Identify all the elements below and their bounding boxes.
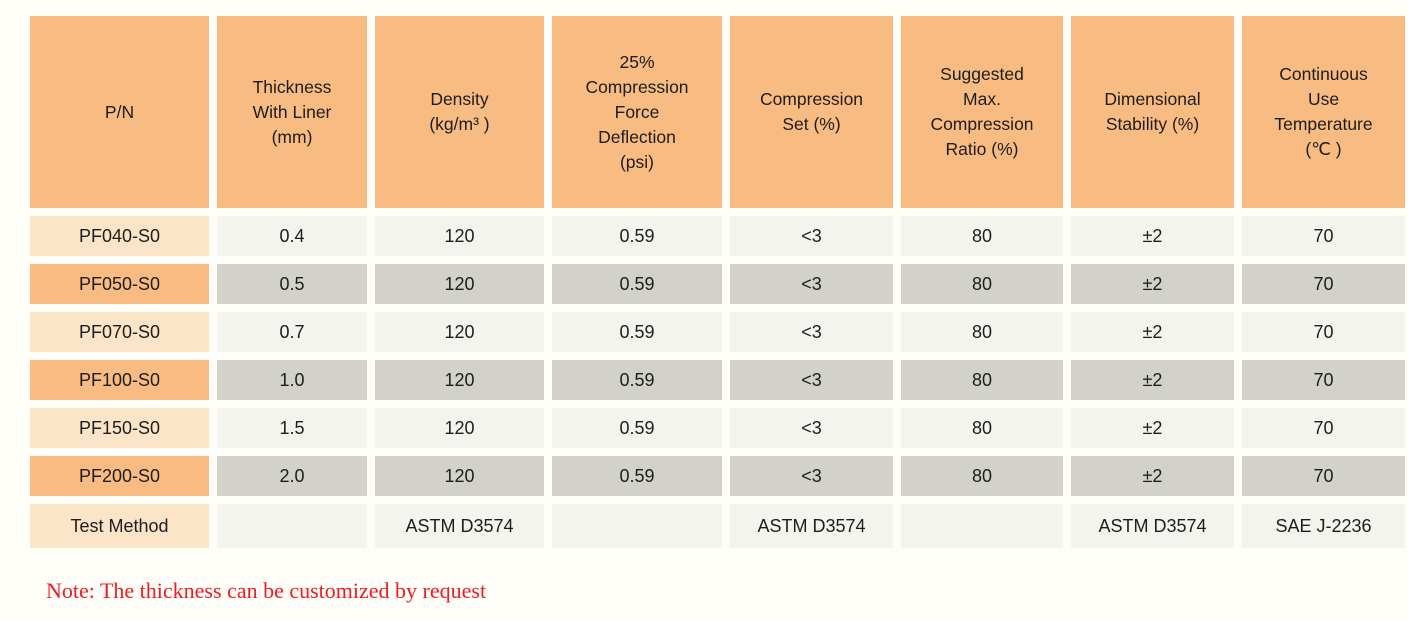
table-cell: 0.59	[552, 408, 722, 448]
table-cell: 0.7	[217, 312, 367, 352]
table-cell: 70	[1242, 456, 1405, 496]
table-cell: 80	[901, 312, 1063, 352]
column-header-continuous-use-temperature: Continuous Use Temperature (℃ )	[1242, 16, 1405, 208]
table-row: PF040-S0 0.4 120 0.59 <3 80 ±2 70	[30, 216, 1405, 256]
table-cell: 1.5	[217, 408, 367, 448]
table-cell: 1.0	[217, 360, 367, 400]
column-header-compression-force-deflection: 25% Compression Force Deflection (psi)	[552, 16, 722, 208]
table-cell: 120	[375, 456, 544, 496]
table-cell: 70	[1242, 264, 1405, 304]
column-header-pn: P/N	[30, 16, 209, 208]
table-cell: ±2	[1071, 312, 1234, 352]
table-cell: 120	[375, 408, 544, 448]
column-header-thickness: Thickness With Liner (mm)	[217, 16, 367, 208]
table-cell: <3	[730, 264, 893, 304]
table-cell: ASTM D3574	[375, 504, 544, 548]
spec-table: P/N Thickness With Liner (mm) Density (k…	[22, 8, 1409, 556]
table-cell: 0.5	[217, 264, 367, 304]
row-header-cell: PF100-S0	[30, 360, 209, 400]
table-cell: 120	[375, 360, 544, 400]
table-cell: 0.59	[552, 312, 722, 352]
table-cell: SAE J-2236	[1242, 504, 1405, 548]
table-cell: ASTM D3574	[730, 504, 893, 548]
table-row: PF070-S0 0.7 120 0.59 <3 80 ±2 70	[30, 312, 1405, 352]
table-cell: 70	[1242, 408, 1405, 448]
table-cell: 80	[901, 216, 1063, 256]
table-row: PF150-S0 1.5 120 0.59 <3 80 ±2 70	[30, 408, 1405, 448]
table-cell: 0.59	[552, 216, 722, 256]
row-header-cell: Test Method	[30, 504, 209, 548]
table-cell: 0.59	[552, 264, 722, 304]
table-cell: 2.0	[217, 456, 367, 496]
table-cell: ±2	[1071, 456, 1234, 496]
table-cell: <3	[730, 216, 893, 256]
table-cell: ASTM D3574	[1071, 504, 1234, 548]
table-cell	[552, 504, 722, 548]
row-header-cell: PF070-S0	[30, 312, 209, 352]
column-header-density: Density (kg/m³ )	[375, 16, 544, 208]
table-cell: 80	[901, 456, 1063, 496]
table-cell: 120	[375, 264, 544, 304]
note-text: Note: The thickness can be customized by…	[46, 578, 487, 603]
row-header-cell: PF150-S0	[30, 408, 209, 448]
table-cell: <3	[730, 360, 893, 400]
table-cell: 80	[901, 264, 1063, 304]
table-cell: <3	[730, 408, 893, 448]
table-row: PF100-S0 1.0 120 0.59 <3 80 ±2 70	[30, 360, 1405, 400]
table-cell	[217, 504, 367, 548]
spec-table-container: P/N Thickness With Liner (mm) Density (k…	[22, 8, 1409, 556]
column-header-dimensional-stability: Dimensional Stability (%)	[1071, 16, 1234, 208]
row-header-cell: PF050-S0	[30, 264, 209, 304]
table-cell: 120	[375, 312, 544, 352]
table-cell: ±2	[1071, 264, 1234, 304]
table-cell: 0.59	[552, 360, 722, 400]
table-cell: 0.4	[217, 216, 367, 256]
table-cell: 120	[375, 216, 544, 256]
table-cell: 80	[901, 360, 1063, 400]
column-header-max-compression-ratio: Suggested Max. Compression Ratio (%)	[901, 16, 1063, 208]
test-method-row: Test Method ASTM D3574 ASTM D3574 ASTM D…	[30, 504, 1405, 548]
table-header-row: P/N Thickness With Liner (mm) Density (k…	[30, 16, 1405, 208]
row-header-cell: PF200-S0	[30, 456, 209, 496]
row-header-cell: PF040-S0	[30, 216, 209, 256]
table-row: PF200-S0 2.0 120 0.59 <3 80 ±2 70	[30, 456, 1405, 496]
table-cell: ±2	[1071, 408, 1234, 448]
table-cell: 80	[901, 408, 1063, 448]
table-cell: 70	[1242, 312, 1405, 352]
table-cell: ±2	[1071, 360, 1234, 400]
table-cell: 0.59	[552, 456, 722, 496]
table-cell	[901, 504, 1063, 548]
column-header-compression-set: Compression Set (%)	[730, 16, 893, 208]
table-cell: <3	[730, 312, 893, 352]
table-cell: ±2	[1071, 216, 1234, 256]
table-cell: 70	[1242, 216, 1405, 256]
table-cell: <3	[730, 456, 893, 496]
table-cell: 70	[1242, 360, 1405, 400]
table-row: PF050-S0 0.5 120 0.59 <3 80 ±2 70	[30, 264, 1405, 304]
